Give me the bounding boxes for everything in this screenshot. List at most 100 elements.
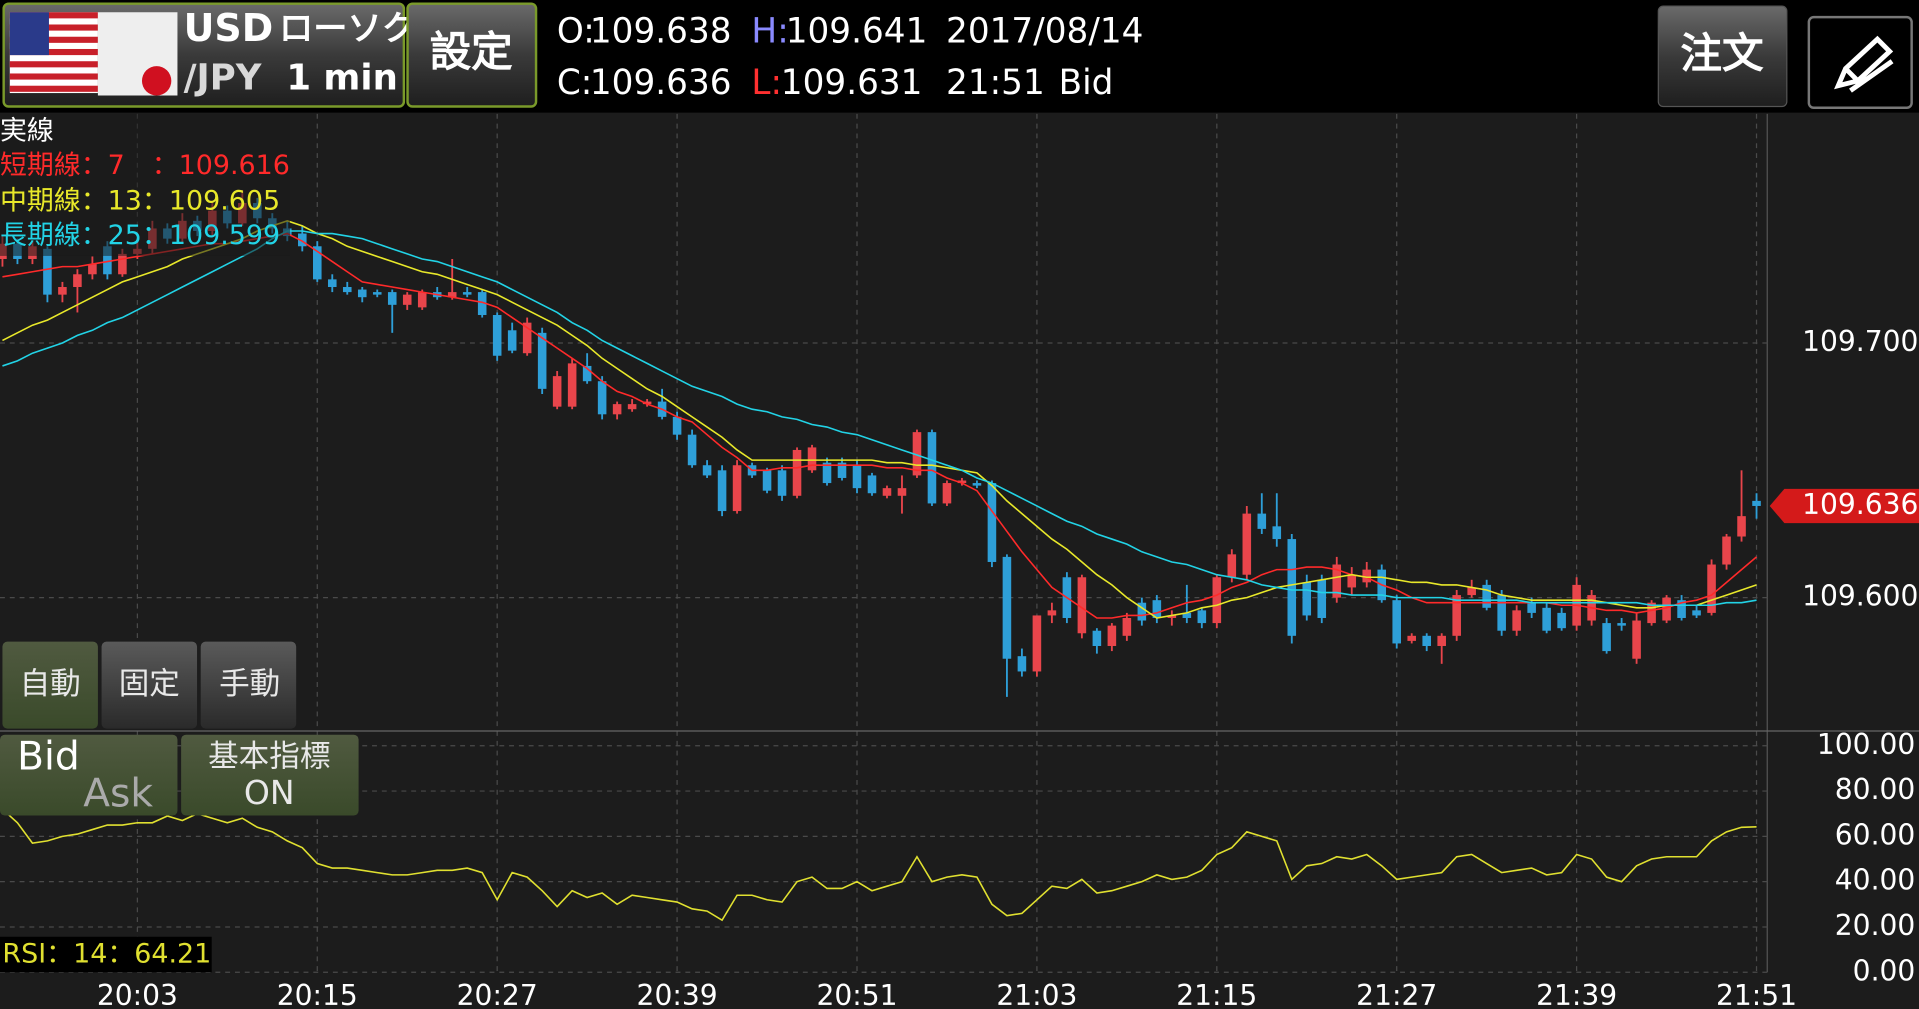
candle-body (522, 322, 532, 354)
candle-body (1617, 623, 1626, 626)
ask-label: Ask (83, 771, 153, 816)
candle-body (837, 462, 847, 478)
candle-body (597, 381, 607, 415)
candle-body (73, 274, 82, 288)
candle-body (1647, 602, 1656, 624)
candle-body (642, 401, 652, 405)
candle-body (1122, 617, 1132, 636)
x-tick-label: 20:03 (97, 979, 178, 1009)
last-price-label: 109.636 (1802, 488, 1918, 521)
candle-body (372, 292, 382, 295)
button-bg (2, 641, 98, 729)
candle-body (807, 447, 817, 471)
us-flag-stripes (9, 12, 98, 92)
ma-line (2, 230, 1757, 607)
candle-body (43, 248, 52, 295)
candle-body (1017, 656, 1027, 672)
interval: 1 min (286, 58, 397, 99)
order-label: 注文 (1680, 28, 1764, 77)
pair-base: USD (184, 6, 274, 50)
candle-body (552, 376, 562, 407)
low-value: 109.631 (781, 63, 923, 103)
y-tick-label: 109.700 (1802, 325, 1918, 358)
indicator-button[interactable]: 基本指標 ON (181, 734, 359, 816)
settings-button-bg (406, 2, 538, 108)
candle-body (1707, 564, 1716, 613)
candle-body (1092, 630, 1102, 646)
order-button[interactable]: 注文 (1657, 5, 1788, 108)
candle-body (1242, 513, 1252, 575)
candle-body (103, 246, 112, 275)
legend-entry: 長期線：25：109.599 (0, 220, 280, 251)
candle-body (1257, 513, 1267, 529)
x-tick-label: 21:15 (1176, 979, 1257, 1009)
x-tick-label: 21:03 (996, 979, 1077, 1009)
candle-body (1227, 554, 1237, 578)
jp-flag-sun (141, 66, 172, 96)
settings-button[interactable]: 設定 (406, 2, 538, 108)
legend-entry: 短期線：7 ：109.616 (0, 150, 290, 181)
ma-legend: 実線 短期線：7 ：109.616 中期線：13：109.605 長期線：25：… (0, 113, 291, 256)
indicator-label: 基本指標 (208, 739, 330, 774)
candle-body (852, 465, 862, 489)
button-label: 自動 (20, 667, 81, 702)
candle-body (1302, 582, 1312, 616)
candle-body (1167, 615, 1177, 618)
candle-body (462, 292, 472, 295)
ma-line (2, 219, 1757, 619)
candle-body (357, 289, 367, 298)
y-tick-label: 0.00 (1853, 954, 1916, 987)
candle-body (942, 483, 952, 504)
order-button-bg (1657, 5, 1788, 108)
candle-body (1362, 569, 1372, 583)
x-tick-label: 20:27 (457, 979, 538, 1009)
candle-body (957, 480, 967, 484)
candle-body (762, 470, 772, 491)
pair-quote: /JPY (184, 58, 263, 99)
us-flag-canton (9, 12, 49, 56)
candle-body (732, 465, 742, 512)
candle-body (1662, 597, 1671, 621)
auto-button[interactable]: 自動 (2, 641, 98, 729)
y-tick-label: 60.00 (1835, 818, 1916, 851)
rsi-legend-bg (0, 936, 212, 973)
bid-ask-button[interactable]: Bid Ask (0, 735, 178, 817)
button-bg (101, 641, 198, 729)
x-tick-label: 21:39 (1536, 979, 1617, 1009)
manual-button[interactable]: 手動 (200, 641, 297, 729)
candle-body (1692, 610, 1701, 616)
draw-button-bg (1807, 15, 1913, 109)
candle-body (912, 432, 922, 476)
high-label: H: (751, 12, 788, 52)
y-tick-label: 80.00 (1835, 773, 1916, 806)
candle-body (1737, 516, 1746, 537)
candle-body (882, 488, 892, 496)
pair-button[interactable]: USD ローソク /JPY 1 min (2, 2, 416, 108)
candle-body (342, 287, 352, 293)
candle-body (1332, 564, 1342, 598)
candle-body (447, 292, 457, 298)
pen-icon (1834, 35, 1894, 93)
button-bg (200, 641, 297, 729)
candle-body (1317, 579, 1327, 618)
candle-body (417, 292, 427, 308)
candle-body (1422, 635, 1431, 646)
indicator-state: ON (244, 773, 295, 812)
rsi-label: RSI：14：64.21 (2, 939, 211, 970)
candle-body (867, 475, 877, 494)
candle-body (402, 294, 412, 305)
rsi-line (1, 808, 1757, 922)
open-value: 109.638 (590, 12, 732, 52)
low-label: L: (751, 63, 782, 103)
chart-kind: ローソク (279, 9, 416, 49)
candle-body (687, 434, 697, 466)
candle-body (58, 287, 67, 295)
candle-body (567, 363, 577, 407)
candle-body (702, 465, 712, 476)
bid-label: Bid (17, 735, 80, 780)
draw-button[interactable] (1807, 15, 1913, 109)
open-label: O: (557, 12, 595, 52)
fixed-button[interactable]: 固定 (101, 641, 198, 729)
x-tick-label: 20:51 (816, 979, 897, 1009)
candle-body (972, 483, 982, 486)
